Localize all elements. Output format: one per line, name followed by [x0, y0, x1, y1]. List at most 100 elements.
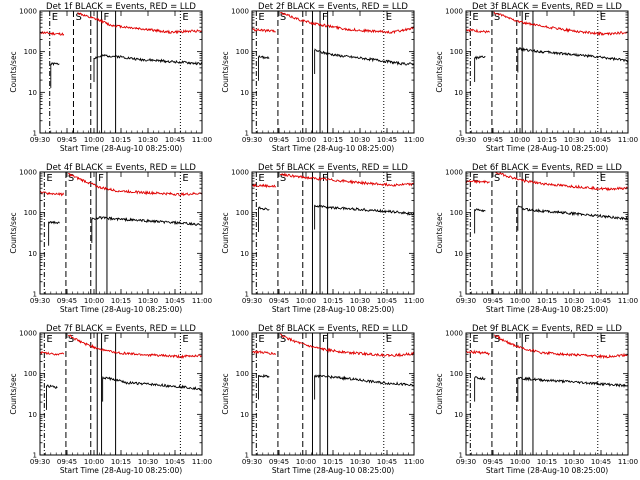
y-tick-label: 1000: [231, 8, 249, 16]
x-axis-label: Start Time (28-Aug-10 08:25:00): [272, 466, 394, 475]
event-marker-label: F: [322, 334, 328, 345]
x-tick-label: 09:45: [269, 297, 289, 305]
y-tick-label: 1: [459, 130, 463, 138]
event-marker-label: E: [46, 173, 52, 184]
x-tick-label: 10:45: [165, 297, 185, 305]
series-line-events: [517, 205, 628, 222]
plot-frame: [465, 171, 629, 295]
x-tick-label: 10:00: [510, 297, 530, 305]
x-tick-label: 10:15: [323, 136, 343, 144]
series-group: [252, 12, 414, 81]
event-marker-label: E: [472, 173, 478, 184]
series-line-lld: [40, 350, 65, 356]
series-line-events: [314, 48, 414, 66]
event-marker-label: E: [46, 334, 52, 345]
series-group: [40, 12, 202, 88]
y-tick-label: 1000: [19, 169, 37, 177]
series-line-lld: [68, 334, 202, 359]
x-tick-label: 10:15: [537, 136, 557, 144]
chart-title: Det 4f BLACK = Events, RED = LLD: [46, 163, 196, 173]
y-tick-label: 100: [24, 48, 37, 56]
x-tick-label: 10:00: [84, 297, 104, 305]
event-marker-label: F: [524, 173, 530, 184]
chart-title: Det 6f BLACK = Events, RED = LLD: [472, 163, 622, 173]
series-line-lld: [493, 11, 628, 37]
y-axis-label: Counts/sec: [9, 212, 18, 253]
x-tick-label: 09:45: [483, 297, 503, 305]
event-marker-label: E: [52, 12, 58, 23]
event-marker-label: S: [280, 334, 286, 345]
x-tick-label: 09:45: [483, 136, 503, 144]
x-axis-label: Start Time (28-Aug-10 08:25:00): [272, 305, 394, 314]
x-tick-label: 11:00: [618, 136, 638, 144]
x-tick-label: 10:30: [564, 297, 584, 305]
event-marker-label: F: [524, 12, 530, 23]
series-line-lld: [466, 179, 490, 184]
x-tick-label: 09:45: [269, 136, 289, 144]
event-marker-label: S: [75, 12, 81, 23]
x-tick-label: 10:30: [350, 458, 370, 466]
x-tick-label: 10:15: [537, 297, 557, 305]
y-axis-label: Counts/sec: [435, 51, 444, 92]
x-tick-label: 10:15: [111, 297, 131, 305]
event-marker-label: E: [258, 334, 264, 345]
event-marker-label: F: [524, 334, 530, 345]
series-line-lld: [252, 183, 277, 189]
series-group: [40, 334, 202, 410]
y-tick-label: 100: [236, 370, 249, 378]
y-tick-label: 1: [245, 452, 249, 460]
x-tick-label: 09:30: [456, 136, 476, 144]
x-tick-label: 10:15: [111, 136, 131, 144]
plot-frame: [39, 10, 203, 134]
plot-frame: [39, 332, 203, 456]
y-tick-label: 1: [245, 130, 249, 138]
x-tick-label: 11:00: [192, 458, 212, 466]
x-axis-label: Start Time (28-Aug-10 08:25:00): [486, 144, 608, 153]
x-tick-label: 09:30: [242, 458, 262, 466]
y-tick-label: 10: [454, 250, 463, 258]
x-tick-label: 10:45: [165, 136, 185, 144]
event-marker-label: E: [386, 334, 392, 345]
x-tick-label: 10:30: [350, 297, 370, 305]
x-tick-label: 10:00: [296, 458, 316, 466]
plot-frame: [251, 171, 415, 295]
y-axis-label: Counts/sec: [9, 373, 18, 414]
x-tick-label: 09:45: [57, 458, 77, 466]
x-tick-label: 11:00: [618, 297, 638, 305]
y-tick-label: 1: [33, 130, 37, 138]
chart-title: Det 8f BLACK = Events, RED = LLD: [258, 324, 408, 334]
y-tick-label: 100: [24, 370, 37, 378]
y-tick-label: 1: [33, 452, 37, 460]
x-tick-label: 10:00: [84, 136, 104, 144]
series-line-lld: [40, 190, 65, 197]
y-tick-label: 10: [240, 411, 249, 419]
plot-frame: [465, 10, 629, 134]
x-tick-label: 11:00: [192, 297, 212, 305]
series-line-events: [474, 376, 486, 381]
x-tick-label: 09:30: [30, 136, 50, 144]
y-tick-label: 10: [28, 411, 37, 419]
y-tick-label: 100: [236, 48, 249, 56]
chart-title: Det 3f BLACK = Events, RED = LLD: [472, 2, 622, 12]
event-marker-label: E: [472, 12, 478, 23]
plot-frame: [251, 10, 415, 134]
series-line-events: [258, 373, 270, 379]
event-marker-label: S: [280, 173, 286, 184]
x-tick-label: 10:30: [138, 136, 158, 144]
event-marker-label: E: [472, 334, 478, 345]
y-axis-label: Counts/sec: [221, 212, 230, 253]
plot-frame: [39, 171, 203, 295]
x-tick-label: 10:30: [564, 458, 584, 466]
y-tick-label: 10: [454, 411, 463, 419]
chart-title: Det 2f BLACK = Events, RED = LLD: [258, 2, 408, 12]
x-tick-label: 10:45: [591, 297, 611, 305]
x-tick-label: 11:00: [404, 136, 424, 144]
x-tick-label: 11:00: [404, 458, 424, 466]
series-line-events: [50, 62, 60, 67]
x-tick-label: 09:30: [456, 297, 476, 305]
x-tick-label: 10:30: [350, 136, 370, 144]
series-group: [40, 173, 202, 246]
x-tick-label: 09:45: [57, 297, 77, 305]
